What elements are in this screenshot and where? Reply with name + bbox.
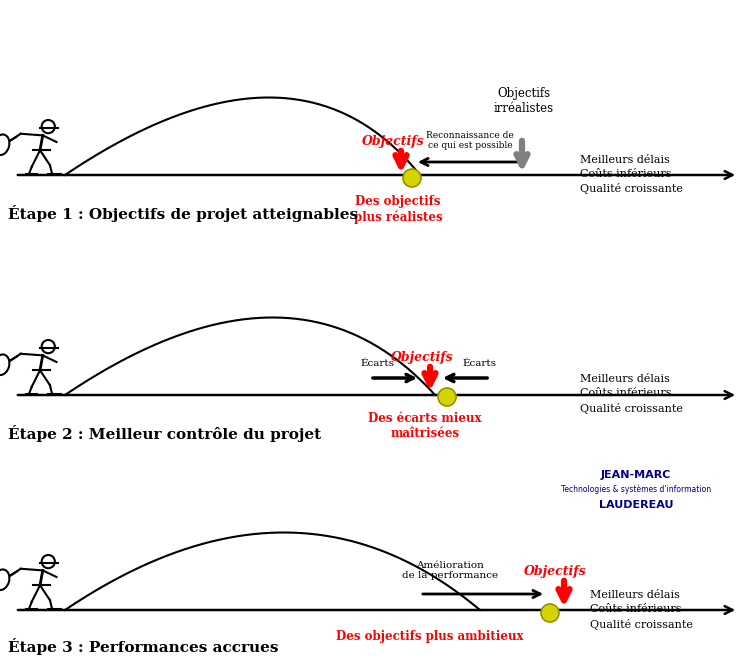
Text: Étape 3 : Performances accrues: Étape 3 : Performances accrues [8,638,278,655]
Text: Objectifs: Objectifs [524,565,586,578]
Text: Étape 2 : Meilleur contrôle du projet: Étape 2 : Meilleur contrôle du projet [8,425,321,442]
Text: Écarts: Écarts [360,359,394,368]
Text: Des écarts mieux
maîtrisées: Des écarts mieux maîtrisées [368,412,482,440]
Text: Meilleurs délais
Coûts inférieurs
Qualité croissante: Meilleurs délais Coûts inférieurs Qualit… [580,374,683,414]
Text: Meilleurs délais
Coûts inférieurs
Qualité croissante: Meilleurs délais Coûts inférieurs Qualit… [580,155,683,195]
Text: Écarts: Écarts [462,359,496,368]
Text: LAUDEREAU: LAUDEREAU [598,500,673,510]
Text: Amélioration
de la performance: Amélioration de la performance [402,560,498,580]
Circle shape [403,169,421,187]
Text: JEAN-MARC: JEAN-MARC [601,470,671,480]
Text: Des objectifs plus ambitieux: Des objectifs plus ambitieux [337,630,524,643]
Text: Objectifs: Objectifs [390,351,453,364]
Text: Meilleurs délais
Coûts inférieurs
Qualité croissante: Meilleurs délais Coûts inférieurs Qualit… [590,590,693,630]
Text: Objectifs: Objectifs [362,135,424,148]
Text: Objectifs
irréalistes: Objectifs irréalistes [494,87,554,115]
Circle shape [438,388,456,406]
Text: Reconnaissance de
ce qui est possible: Reconnaissance de ce qui est possible [426,131,514,150]
Text: Étape 1 : Objectifs de projet atteignables: Étape 1 : Objectifs de projet atteignabl… [8,205,358,222]
Circle shape [541,604,559,622]
Text: Technologies & systèmes d'information: Technologies & systèmes d'information [561,485,711,494]
Text: Des objectifs
plus réalistes: Des objectifs plus réalistes [354,195,442,224]
